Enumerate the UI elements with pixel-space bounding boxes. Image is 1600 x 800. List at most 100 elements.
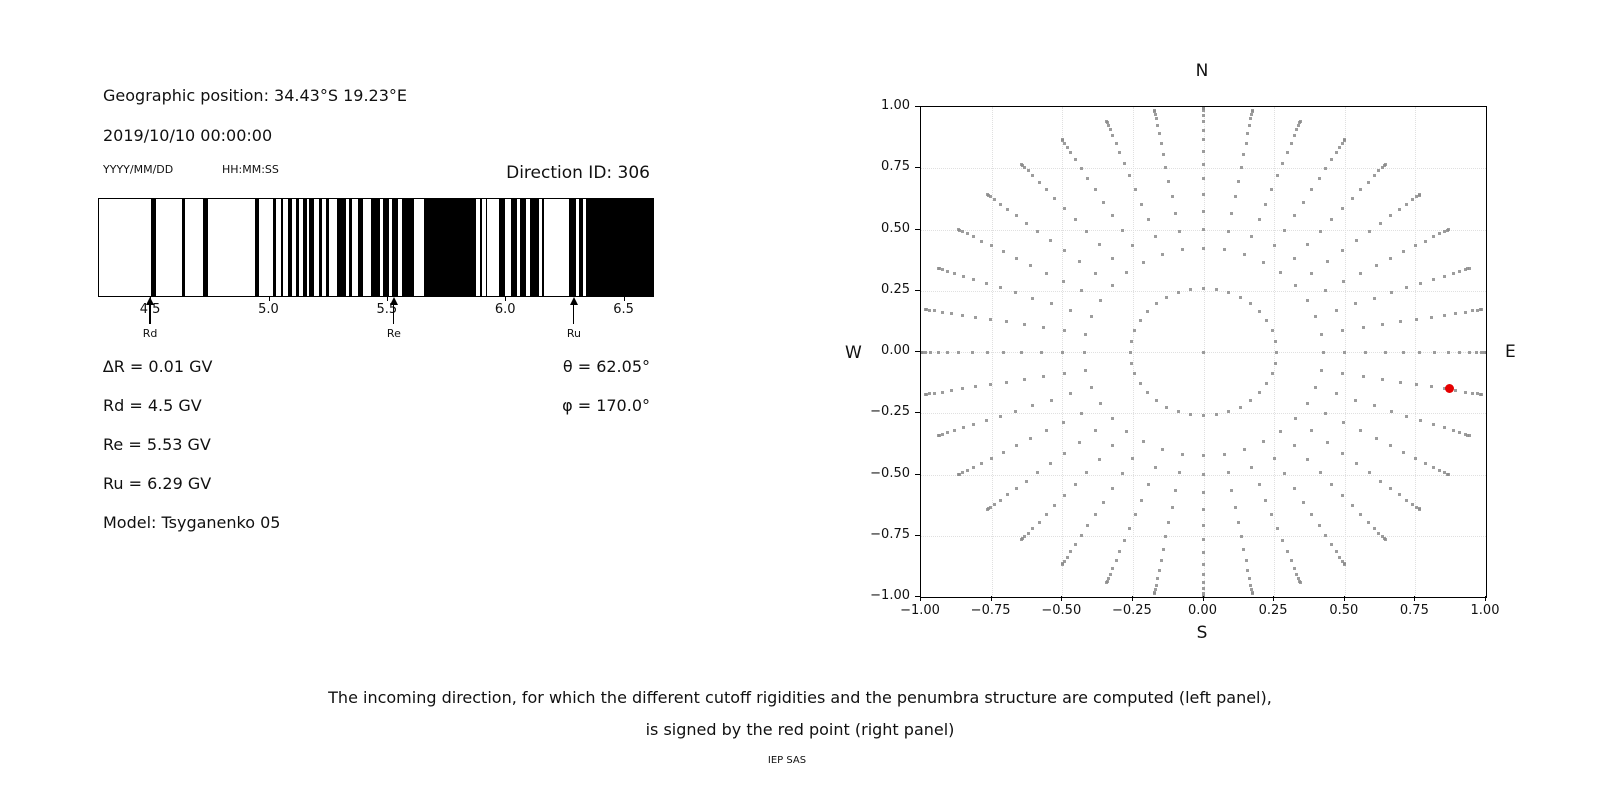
- direction-dot: [1398, 380, 1402, 384]
- allowed-band: [296, 199, 300, 296]
- y-tick-label: −0.50: [870, 465, 910, 481]
- direction-dot: [1128, 350, 1132, 354]
- allowed-band: [326, 199, 330, 296]
- x-tick: [1202, 596, 1204, 601]
- direction-dot: [1411, 502, 1414, 506]
- direction-dot: [1264, 498, 1268, 502]
- direction-dot: [1202, 113, 1205, 117]
- direction-dot: [1480, 350, 1484, 354]
- direction-dot: [1467, 350, 1471, 354]
- direction-dot: [1467, 434, 1471, 438]
- direction-dot: [1161, 152, 1165, 156]
- direction-dot: [1226, 229, 1230, 233]
- direction-dot: [1310, 429, 1314, 433]
- credit-text: IEP SAS: [767, 755, 807, 766]
- direction-dot: [1202, 138, 1205, 142]
- direction-dot: [1324, 166, 1328, 170]
- direction-dot: [1324, 534, 1328, 538]
- allowed-band: [402, 199, 414, 296]
- phi-value: φ = 170.0°: [562, 396, 650, 415]
- datetime-text: 2019/10/10 00:00:00: [103, 126, 273, 145]
- direction-dot: [1446, 350, 1450, 354]
- direction-dot: [1341, 141, 1345, 145]
- direction-dot: [1152, 591, 1156, 595]
- direction-dot: [1306, 242, 1310, 246]
- x-tick: [1343, 596, 1345, 601]
- direction-dot: [1053, 196, 1057, 200]
- direction-dot: [1029, 437, 1032, 441]
- direction-dot: [988, 195, 992, 199]
- direction-dot: [1306, 458, 1310, 462]
- direction-dot: [1037, 180, 1041, 184]
- direction-dot: [972, 235, 975, 239]
- direction-dot: [1261, 260, 1265, 264]
- arrow-up-icon: [389, 297, 398, 305]
- direction-dot: [1026, 531, 1030, 535]
- direction-dot: [1359, 271, 1363, 275]
- direction-dot: [1451, 271, 1455, 275]
- direction-dot: [1297, 123, 1301, 127]
- direction-dot: [1133, 513, 1137, 517]
- direction-dot: [1084, 332, 1088, 336]
- direction-dot: [1415, 195, 1419, 199]
- cutoff-marker-rd: Rd: [140, 297, 160, 343]
- direction-dot: [1341, 329, 1345, 333]
- direction-dot: [1250, 112, 1254, 116]
- direction-dot: [1250, 235, 1254, 239]
- direction-dot: [923, 308, 927, 311]
- direction-dot: [1248, 577, 1252, 581]
- direction-dot: [1189, 413, 1193, 416]
- x-tick-label: −0.25: [1111, 603, 1152, 618]
- direction-dot: [1319, 368, 1323, 372]
- direction-dot: [1251, 109, 1255, 113]
- direction-dot: [1181, 452, 1185, 456]
- direction-dot: [1431, 423, 1435, 427]
- y-tick: [915, 596, 920, 597]
- allowed-band: [151, 199, 156, 296]
- caption-line-1: The incoming direction, for which the di…: [328, 688, 1272, 707]
- direction-dot: [1310, 271, 1314, 275]
- direction-dot: [1317, 176, 1321, 180]
- y-tick-label: 0.00: [881, 343, 910, 358]
- direction-dot: [1097, 458, 1101, 462]
- direction-dot: [940, 433, 944, 436]
- direction-dot: [1405, 286, 1409, 290]
- direction-dot: [1249, 117, 1253, 121]
- direction-dot: [1031, 404, 1035, 408]
- allowed-band: [371, 199, 380, 296]
- direction-dot: [1097, 242, 1101, 246]
- direction-dot: [1402, 450, 1406, 454]
- direction-dot: [985, 350, 989, 354]
- direction-dot: [1118, 151, 1122, 155]
- direction-dot: [1074, 158, 1077, 162]
- direction-dot: [1062, 329, 1066, 333]
- y-tick: [915, 412, 920, 414]
- allowed-band: [336, 199, 346, 296]
- direction-dot: [1258, 309, 1261, 313]
- direction-dot: [1002, 350, 1006, 354]
- direction-dot: [1167, 521, 1171, 525]
- direction-dot: [998, 286, 1002, 290]
- direction-dot: [1222, 248, 1226, 252]
- direction-dot: [984, 419, 988, 423]
- delta-r-value: ∆R = 0.01 GV: [103, 357, 213, 376]
- direction-dot: [1292, 256, 1296, 260]
- direction-dot: [1098, 402, 1102, 406]
- direction-dot: [1202, 120, 1205, 124]
- direction-dot: [1036, 471, 1040, 475]
- y-tick-label: −1.00: [870, 588, 910, 603]
- y-tick-label: −0.25: [870, 404, 910, 420]
- direction-dot: [1314, 315, 1318, 319]
- direction-dot: [1451, 429, 1455, 433]
- direction-dot: [1361, 326, 1365, 330]
- direction-dot: [1458, 269, 1462, 273]
- direction-dot: [957, 228, 961, 231]
- direction-dot: [1202, 246, 1205, 250]
- direction-dot: [1429, 315, 1433, 319]
- direction-dot: [1292, 214, 1296, 218]
- direction-dot: [1202, 149, 1205, 153]
- direction-dot: [1105, 580, 1109, 584]
- direction-dot: [1415, 383, 1419, 387]
- direction-dot: [1398, 207, 1402, 211]
- direction-dot: [988, 505, 992, 509]
